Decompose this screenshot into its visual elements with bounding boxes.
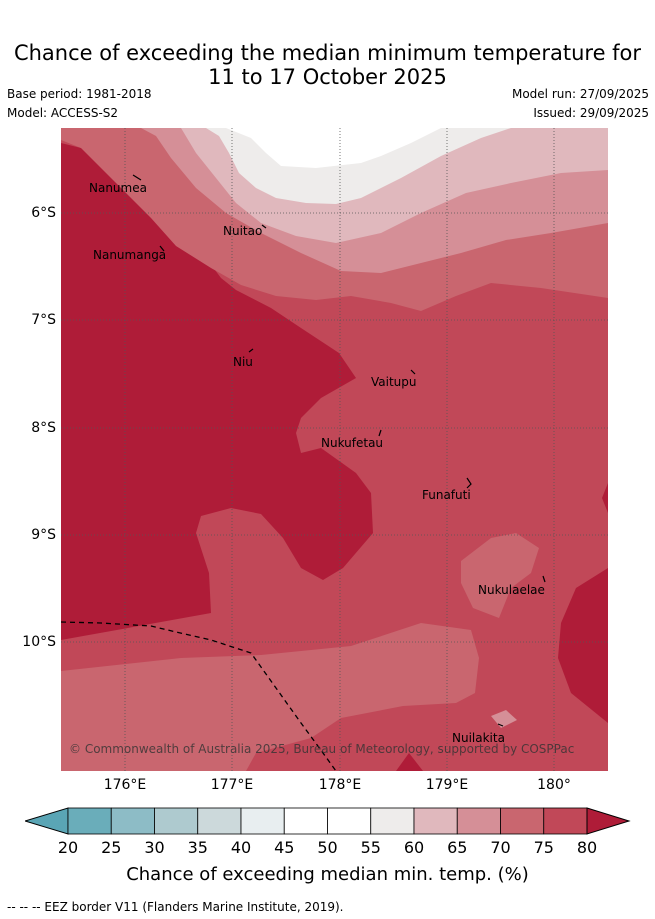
- place-vaitupu: Vaitupu: [371, 375, 417, 389]
- colorbar-tick-70: 70: [490, 838, 511, 857]
- eez-legend: -- -- -- EEZ border V11 (Flanders Marine…: [7, 900, 344, 914]
- colorbar-cell-55-60: [370, 807, 415, 835]
- colorbar-tick-60: 60: [403, 838, 425, 857]
- colorbar-tick-25: 25: [101, 838, 122, 857]
- issued-date: Issued: 29/09/2025: [533, 106, 649, 120]
- colorbar-tick-55: 55: [360, 838, 381, 857]
- colorbar-tick-40: 40: [230, 838, 252, 857]
- base-period: Base period: 1981-2018: [7, 87, 152, 101]
- band-80-edge: [602, 483, 608, 513]
- colorbar-tick-75: 75: [533, 838, 554, 857]
- lat-tick-10s: 10°S: [22, 634, 56, 650]
- colorbar: [25, 807, 631, 835]
- band-45-50: [226, 128, 441, 168]
- map-title-line2: 11 to 17 October 2025: [208, 65, 447, 89]
- band-70-south: [61, 623, 479, 771]
- colorbar-tick-45: 45: [274, 838, 295, 857]
- colorbar-tick-50: 50: [317, 838, 338, 857]
- colorbar-cell-30-35: [154, 807, 199, 835]
- place-nukulaelae: Nukulaelae: [478, 583, 545, 597]
- place-nuitao: Nuitao: [223, 224, 263, 238]
- colorbar-tick-30: 30: [144, 838, 165, 857]
- island-outlines: [132, 174, 546, 727]
- model-name: Model: ACCESS-S2: [7, 106, 119, 120]
- lon-tick-176e: 176°E: [103, 777, 147, 793]
- colorbar-cell-50-55: [327, 807, 372, 835]
- eez-border: [61, 621, 337, 771]
- lon-tick-180: 180°: [537, 777, 571, 793]
- band-80-south: [396, 753, 423, 771]
- colorbar-over-arrow: [586, 807, 631, 835]
- graticule: [61, 128, 608, 771]
- lon-tick-179e: 179°E: [425, 777, 469, 793]
- colorbar-under-arrow: [25, 807, 69, 835]
- colorbar-cell-75-80: [543, 807, 588, 835]
- place-niu: Niu: [233, 355, 253, 369]
- colorbar-cell-60-65: [413, 807, 458, 835]
- map-title-line1: Chance of exceeding the median minimum t…: [13, 41, 642, 65]
- colorbar-cell-35-40: [197, 807, 242, 835]
- colorbar-cell-45-50: [283, 807, 328, 835]
- lat-tick-8s: 8°S: [31, 420, 56, 436]
- probability-map: [61, 128, 608, 771]
- band-70-patch: [461, 533, 539, 618]
- place-nanumanga: Nanumanga: [93, 248, 167, 262]
- colorbar-cell-65-70: [456, 807, 501, 835]
- band-80-east: [558, 568, 608, 723]
- colorbar-tick-20: 20: [57, 838, 79, 857]
- place-nuilakita: Nuilakita: [452, 731, 505, 745]
- place-funafuti: Funafuti: [422, 488, 471, 502]
- colorbar-tick-65: 65: [447, 838, 468, 857]
- lon-tick-177e: 177°E: [210, 777, 254, 793]
- colorbar-cell-20-25: [67, 807, 112, 835]
- model-run: Model run: 27/09/2025: [511, 87, 649, 101]
- band-65-small: [491, 710, 517, 728]
- place-nanumea: Nanumea: [89, 181, 147, 195]
- colorbar-tick-35: 35: [187, 838, 208, 857]
- lat-tick-9s: 9°S: [31, 527, 56, 543]
- colorbar-cell-25-30: [110, 807, 155, 835]
- colorbar-tick-80: 80: [576, 838, 598, 857]
- colorbar-title: Chance of exceeding median min. temp. (%…: [126, 864, 529, 885]
- copyright-watermark: © Commonwealth of Australia 2025, Bureau…: [69, 742, 575, 756]
- lon-tick-178e: 178°E: [318, 777, 362, 793]
- lat-tick-6s: 6°S: [31, 205, 56, 221]
- lat-tick-7s: 7°S: [31, 312, 56, 328]
- colorbar-cell-70-75: [500, 807, 545, 835]
- colorbar-cell-40-45: [240, 807, 285, 835]
- place-nukufetau: Nukufetau: [321, 436, 384, 450]
